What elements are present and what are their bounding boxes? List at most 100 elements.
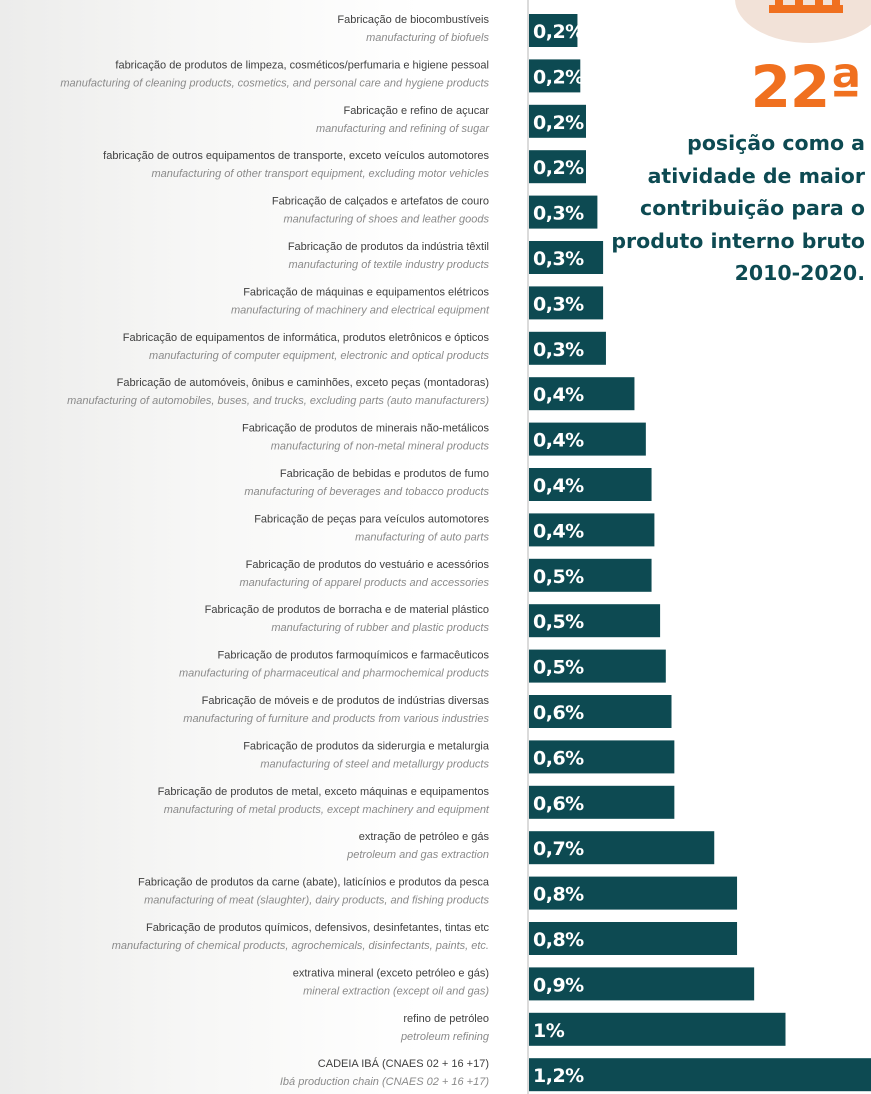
ranking-caption: posição como a atividade de maior contri… — [611, 131, 865, 285]
category-label-en: manufacturing of beverages and tobacco p… — [244, 486, 489, 498]
category-label-pt: fabricação de outros equipamentos de tra… — [103, 150, 489, 162]
bar-value-label: 0,6% — [533, 747, 584, 769]
category-label-pt: Fabricação de produtos de borracha e de … — [205, 604, 489, 616]
category-label-en: petroleum refining — [400, 1031, 490, 1043]
category-label-pt: Fabricação de produtos da carne (abate),… — [138, 877, 490, 889]
category-label-pt: fabricação de produtos de limpeza, cosmé… — [115, 59, 489, 71]
bar-value-label: 0,2% — [533, 66, 584, 88]
category-label-en: manufacturing of steel and metallurgy pr… — [260, 758, 489, 770]
category-label-en: manufacturing of apparel products and ac… — [240, 577, 490, 589]
bar-value-label: 0,6% — [533, 793, 584, 815]
bar — [529, 922, 738, 955]
ranking-position: 22ª — [750, 53, 862, 121]
bar — [529, 150, 586, 184]
category-label-pt: Fabricação de produtos da indústria têxt… — [288, 241, 489, 253]
bar-value-label: 0,6% — [533, 702, 584, 724]
bar-value-label: 0,5% — [533, 657, 584, 679]
bar-value-label: 0,2% — [533, 112, 584, 134]
bar-value-label: 0,9% — [533, 974, 584, 996]
bar — [529, 649, 666, 683]
category-label-pt: Fabricação de máquinas e equipamentos el… — [243, 286, 489, 298]
category-label-en: manufacturing of non-metal mineral produ… — [271, 441, 490, 453]
category-label-en: manufacturing of textile industry produc… — [288, 259, 489, 271]
bar-value-label: 0,3% — [533, 293, 584, 315]
category-label-pt: Fabricação de equipamentos de informátic… — [123, 332, 490, 344]
bar-value-label: 0,2% — [533, 21, 584, 43]
category-label-pt: Fabricação de peças para veículos automo… — [254, 513, 489, 525]
bar-value-label: 1,2% — [533, 1065, 584, 1087]
category-label-en: manufacturing of chemical products, agro… — [112, 940, 489, 952]
bar — [529, 104, 586, 138]
bar — [529, 740, 675, 774]
category-label-en: petroleum and gas extraction — [346, 849, 489, 861]
bar — [529, 1058, 871, 1092]
category-label-pt: Fabricação de automóveis, ônibus e camin… — [117, 377, 489, 389]
bar — [529, 377, 635, 411]
bar — [529, 831, 715, 865]
bar — [529, 241, 604, 274]
bar — [529, 468, 652, 501]
category-label-pt: Fabricação de produtos da siderurgia e m… — [243, 740, 490, 752]
factory-icon-badge — [735, 0, 871, 43]
bar — [529, 331, 606, 365]
category-label-pt: Fabricação de calçados e artefatos de co… — [272, 196, 489, 208]
bars-group: 0,2% Fabricação de biocombustíveis manufac… — [60, 14, 871, 1092]
category-label-en: manufacturing of cleaning products, cosm… — [60, 77, 489, 89]
bar — [529, 967, 755, 1001]
bar — [529, 422, 646, 456]
category-label-en: manufacturing of metal products, except … — [164, 804, 490, 816]
category-label-pt: Fabricação de biocombustíveis — [337, 14, 489, 26]
category-label-en: manufacturing of biofuels — [366, 32, 489, 44]
category-label-pt: Fabricação de produtos de metal, exceto … — [158, 786, 490, 798]
bar — [529, 195, 598, 229]
bar — [529, 286, 604, 320]
category-label-en: manufacturing of furniture and products … — [183, 713, 489, 725]
category-label-en: manufacturing of shoes and leather goods — [284, 214, 490, 226]
category-label-en: Ibá production chain (CNAES 02 + 16 +17) — [280, 1076, 489, 1088]
bar-value-label: 0,8% — [533, 929, 584, 951]
bar — [529, 558, 652, 592]
bar — [529, 14, 578, 47]
bar — [529, 1012, 786, 1046]
category-label-pt: Fabricação de produtos do vestuário e ac… — [246, 559, 490, 571]
bar-value-label: 0,2% — [533, 157, 584, 179]
bar-value-label: 0,3% — [533, 339, 584, 361]
bar — [529, 59, 581, 93]
category-label-en: manufacturing and refining of sugar — [316, 123, 490, 135]
bar-value-label: 1% — [533, 1020, 565, 1042]
bar-value-label: 0,4% — [533, 475, 584, 497]
category-label-en: manufacturing of automobiles, buses, and… — [67, 395, 489, 407]
category-label-en: manufacturing of meat (slaughter), dairy… — [144, 895, 489, 907]
bar — [529, 785, 675, 819]
category-label-en: mineral extraction (except oil and gas) — [303, 985, 489, 997]
bar-value-label: 0,7% — [533, 838, 584, 860]
bar-value-label: 0,4% — [533, 384, 584, 406]
factory-icon — [769, 0, 843, 13]
category-label-en: manufacturing of computer equipment, ele… — [149, 350, 489, 362]
category-label-pt: Fabricação de móveis e de produtos de in… — [202, 695, 490, 707]
bar-value-label: 0,4% — [533, 520, 584, 542]
bar-value-label: 0,5% — [533, 611, 584, 633]
bar-value-label: 0,4% — [533, 430, 584, 452]
category-label-pt: extrativa mineral (exceto petróleo e gás… — [293, 967, 489, 979]
bar — [529, 876, 738, 910]
bar-value-label: 0,3% — [533, 203, 584, 225]
bar-value-label: 0,3% — [533, 248, 584, 270]
bar — [529, 604, 661, 638]
category-label-pt: Fabricação de bebidas e produtos de fumo — [280, 468, 489, 480]
category-label-pt: refino de petróleo — [403, 1013, 489, 1025]
bar — [529, 695, 672, 728]
category-label-en: manufacturing of auto parts — [355, 531, 489, 543]
category-label-en: manufacturing of pharmaceutical and phar… — [179, 668, 489, 680]
category-label-pt: Fabricação de produtos de minerais não-m… — [242, 423, 490, 435]
category-label-en: manufacturing of other transport equipme… — [151, 168, 489, 180]
category-label-en: manufacturing of machinery and electrica… — [231, 304, 490, 316]
category-label-pt: extração de petróleo e gás — [359, 831, 490, 843]
bar-value-label: 0,8% — [533, 884, 584, 906]
bar — [529, 513, 655, 547]
category-label-pt: Fabricação e refino de açucar — [343, 105, 489, 117]
category-label-pt: CADEIA IBÁ (CNAES 02 + 16 +17) — [318, 1057, 489, 1070]
category-label-pt: Fabricação de produtos químicos, defensi… — [146, 922, 490, 934]
category-label-pt: Fabricação de produtos farmoquímicos e f… — [218, 650, 490, 662]
